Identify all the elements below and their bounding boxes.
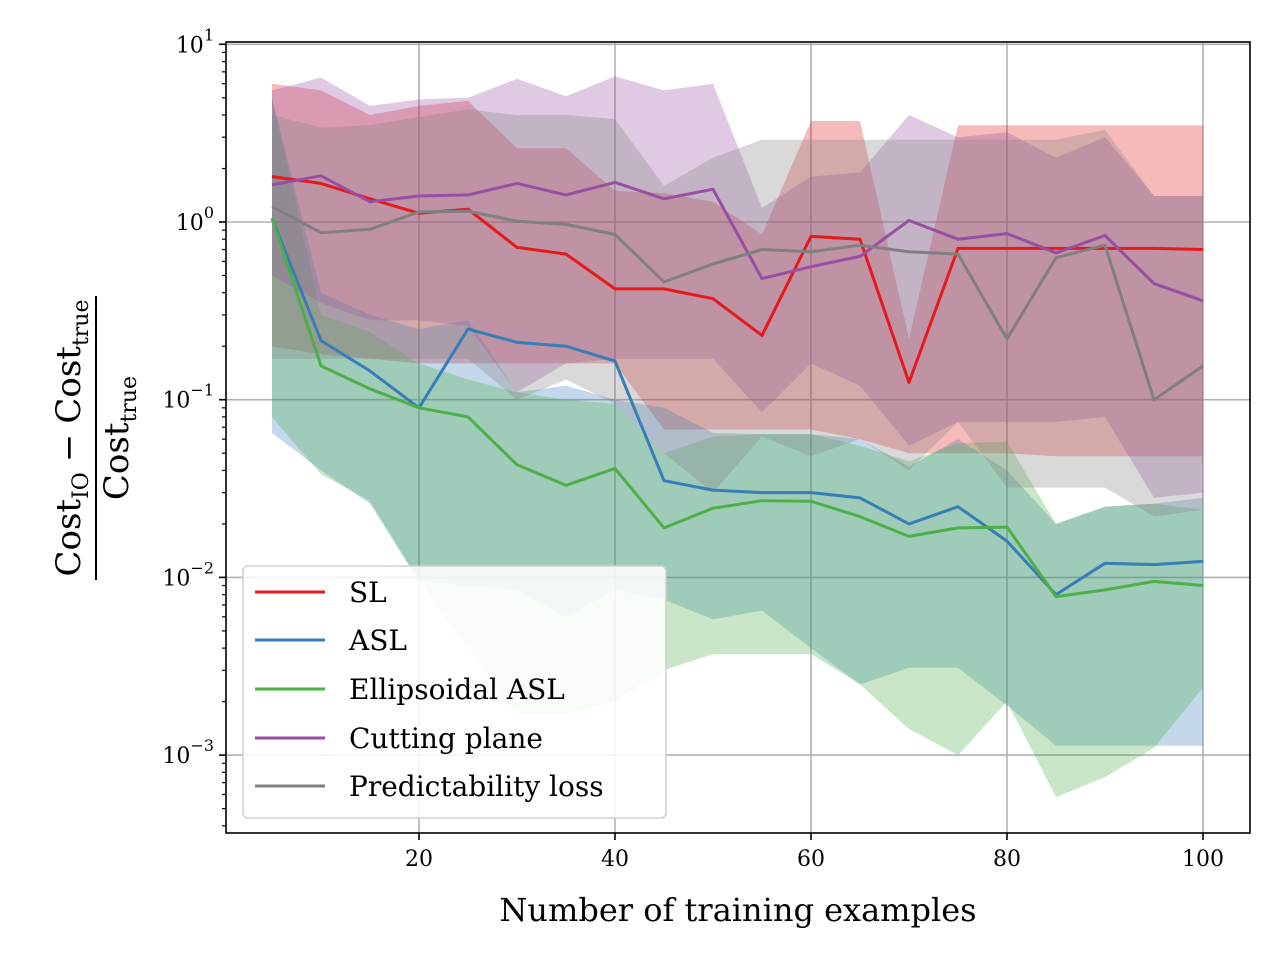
x-tick-label: 100 xyxy=(1182,847,1224,872)
legend-label-sl: SL xyxy=(349,576,387,609)
y-tick-label: 10−2 xyxy=(162,558,214,591)
y-tick-label: 10−3 xyxy=(162,736,214,769)
band-predictability-loss xyxy=(272,109,1203,517)
y-title-num-main-2: Cost xyxy=(49,346,89,424)
plot-frame xyxy=(225,41,1251,834)
x-tick-label: 80 xyxy=(993,847,1021,872)
y-title-num-main-1: Cost xyxy=(49,499,89,577)
legend-label-ellipsoidal-asl: Ellipsoidal ASL xyxy=(349,673,565,706)
legend-label-cutting-plane: Cutting plane xyxy=(349,722,543,755)
y-title-den-sub: true xyxy=(117,376,142,423)
y-tick-label: 100 xyxy=(176,203,214,236)
y-title-num-sub-2: true xyxy=(69,300,94,347)
y-title-num-sub-1: IO xyxy=(69,472,94,499)
y-axis-title: CostIO−Costtrue Costtrue xyxy=(49,296,142,580)
legend: SL ASL Ellipsoidal ASL Cutting plane Pre… xyxy=(242,565,667,819)
legend-box xyxy=(242,565,667,819)
y-tick-label: 101 xyxy=(176,25,214,58)
legend-label-asl: ASL xyxy=(348,624,407,657)
axis-ticks: 20 40 60 80 100 101 100 10−1 10−2 10−3 xyxy=(162,25,1224,872)
x-tick-label: 40 xyxy=(601,847,629,872)
band-cutting-plane xyxy=(272,76,1203,498)
line-ellipsoidal-asl xyxy=(270,217,1204,599)
x-axis-title: Number of training examples xyxy=(499,891,976,929)
x-tick-label: 60 xyxy=(797,847,825,872)
line-predictability-loss xyxy=(271,205,1204,402)
y-tick-label: 10−1 xyxy=(162,381,214,414)
series-lines xyxy=(270,174,1204,599)
band-sl xyxy=(272,83,1203,457)
y-title-den-main: Cost xyxy=(97,422,137,500)
y-title-num-minus: − xyxy=(49,434,89,463)
x-tick-label: 20 xyxy=(405,847,433,872)
legend-label-predictability-loss: Predictability loss xyxy=(349,770,604,803)
line-cutting-plane xyxy=(271,174,1204,303)
y-title-numerator: CostIO−Costtrue xyxy=(49,300,94,577)
y-title-denominator: Costtrue xyxy=(97,376,142,500)
